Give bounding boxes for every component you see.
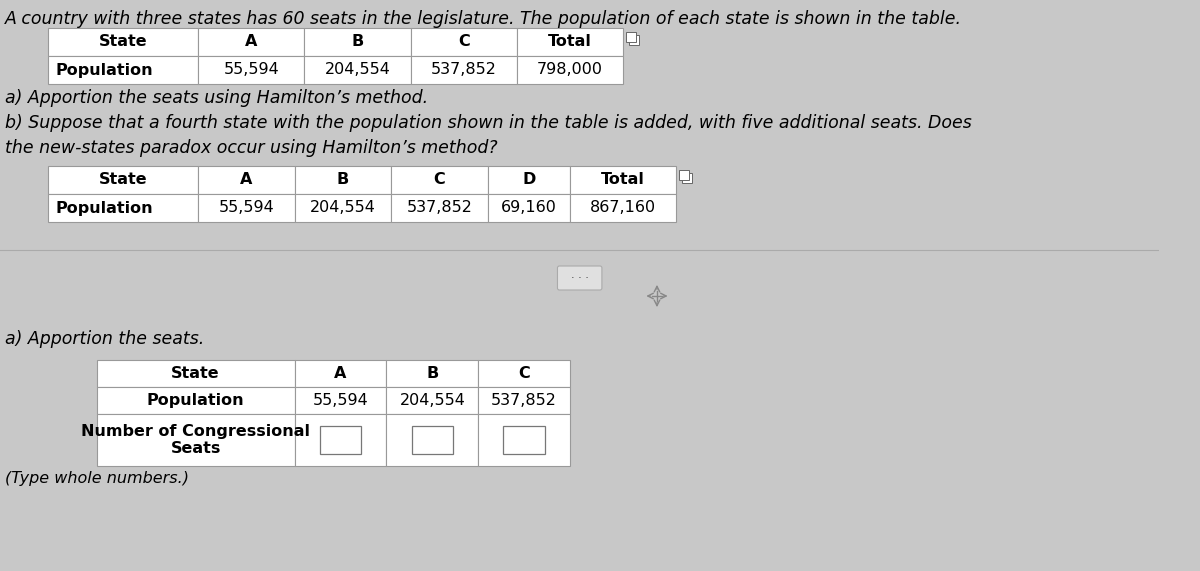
Text: 798,000: 798,000 [538, 62, 604, 78]
Text: 537,852: 537,852 [491, 393, 557, 408]
Text: 204,554: 204,554 [324, 62, 390, 78]
Text: Population: Population [55, 200, 152, 215]
Bar [479, 360, 570, 387]
Text: 537,852: 537,852 [431, 62, 497, 78]
Bar [629, 35, 638, 45]
Bar [410, 56, 517, 84]
Bar [97, 360, 295, 387]
Text: A: A [335, 366, 347, 381]
Text: a) Apportion the seats.: a) Apportion the seats. [5, 330, 204, 348]
Bar [682, 173, 691, 183]
Bar [48, 166, 198, 194]
Bar [504, 426, 545, 455]
Text: A country with three states has 60 seats in the legislature. The population of e: A country with three states has 60 seats… [5, 10, 962, 28]
Bar [570, 166, 677, 194]
Bar [198, 166, 295, 194]
Text: C: C [433, 172, 445, 187]
Bar [48, 56, 198, 84]
Bar [479, 387, 570, 414]
Bar [198, 56, 305, 84]
Text: 204,554: 204,554 [400, 393, 466, 408]
Bar [488, 166, 570, 194]
Text: B: B [337, 172, 349, 187]
Text: (Type whole numbers.): (Type whole numbers.) [5, 471, 188, 486]
Bar [295, 166, 391, 194]
Bar [479, 414, 570, 466]
Text: Total: Total [601, 172, 646, 187]
Bar [97, 387, 295, 414]
Bar [386, 414, 479, 466]
Text: C: C [518, 366, 530, 381]
Bar [48, 28, 198, 56]
Bar [295, 387, 386, 414]
Bar [517, 56, 623, 84]
Text: 204,554: 204,554 [310, 200, 376, 215]
Text: 537,852: 537,852 [407, 200, 473, 215]
Bar [198, 194, 295, 222]
Text: B: B [352, 34, 364, 50]
Text: A: A [240, 172, 252, 187]
Text: Total: Total [548, 34, 592, 50]
Text: State: State [172, 366, 220, 381]
Text: 867,160: 867,160 [590, 200, 656, 215]
Bar [488, 194, 570, 222]
Bar [410, 28, 517, 56]
Text: a) Apportion the seats using Hamilton’s method.: a) Apportion the seats using Hamilton’s … [5, 89, 428, 107]
Text: 55,594: 55,594 [223, 62, 280, 78]
Bar [48, 194, 198, 222]
Bar [517, 28, 623, 56]
Bar [305, 28, 410, 56]
Bar [295, 194, 391, 222]
Bar [391, 194, 488, 222]
Text: A: A [245, 34, 257, 50]
Text: b) Suppose that a fourth state with the population shown in the table is added, : b) Suppose that a fourth state with the … [5, 114, 972, 157]
Bar [412, 426, 454, 455]
Text: 69,160: 69,160 [502, 200, 557, 215]
Text: D: D [522, 172, 535, 187]
Bar [386, 360, 479, 387]
Bar [97, 414, 295, 466]
FancyBboxPatch shape [558, 266, 602, 290]
Text: Number of Congressional
Seats: Number of Congressional Seats [82, 424, 310, 456]
Text: 55,594: 55,594 [218, 200, 275, 215]
Bar [570, 194, 677, 222]
Bar [295, 360, 386, 387]
Text: 55,594: 55,594 [313, 393, 368, 408]
Bar [386, 387, 479, 414]
Bar [391, 166, 488, 194]
Text: C: C [458, 34, 469, 50]
Text: State: State [98, 172, 148, 187]
Bar [626, 32, 636, 42]
Bar [320, 426, 361, 455]
Text: Population: Population [146, 393, 245, 408]
Text: Population: Population [55, 62, 152, 78]
Text: State: State [98, 34, 148, 50]
Bar [679, 170, 689, 180]
Text: B: B [426, 366, 438, 381]
Bar [198, 28, 305, 56]
Bar [295, 414, 386, 466]
Text: · · ·: · · · [571, 273, 589, 283]
Bar [305, 56, 410, 84]
